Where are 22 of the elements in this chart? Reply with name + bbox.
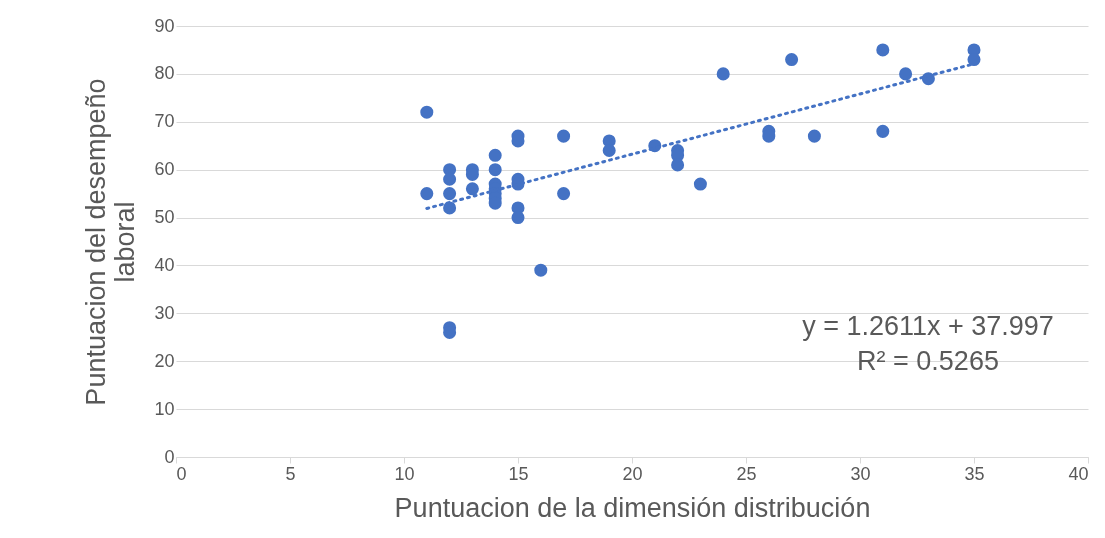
y-tick-label: 70 [154,111,175,132]
y-tick-label: 60 [154,159,175,180]
y-tick-label: 90 [154,15,175,36]
x-tick-label: 35 [964,463,985,484]
x-tick-label: 20 [622,463,643,484]
x-tick-label: 30 [850,463,871,484]
y-tick-label: 20 [154,350,175,371]
x-tick-label: 15 [508,463,529,484]
y-tick-label: 40 [154,254,175,275]
annotation: y = 1.2611x + 37.997 [802,311,1054,341]
y-tick-label: 0 [164,446,175,467]
x-tick-label: 25 [736,463,757,484]
x-tick-label: 40 [1068,463,1089,484]
y-tick-label: 80 [154,63,175,84]
y-tick-label: 10 [154,398,175,419]
y-tick-label: 30 [154,302,175,323]
x-tick-label: 10 [394,463,415,484]
y-axis-title: Puntuacion del desempeño laboral [81,78,141,406]
x-tick-label: 5 [285,463,296,484]
y-tick-label: 50 [154,207,175,228]
annotation: R² = 0.5265 [857,346,999,376]
x-axis-title: Puntuacion de la dimensión distribución [394,492,871,523]
